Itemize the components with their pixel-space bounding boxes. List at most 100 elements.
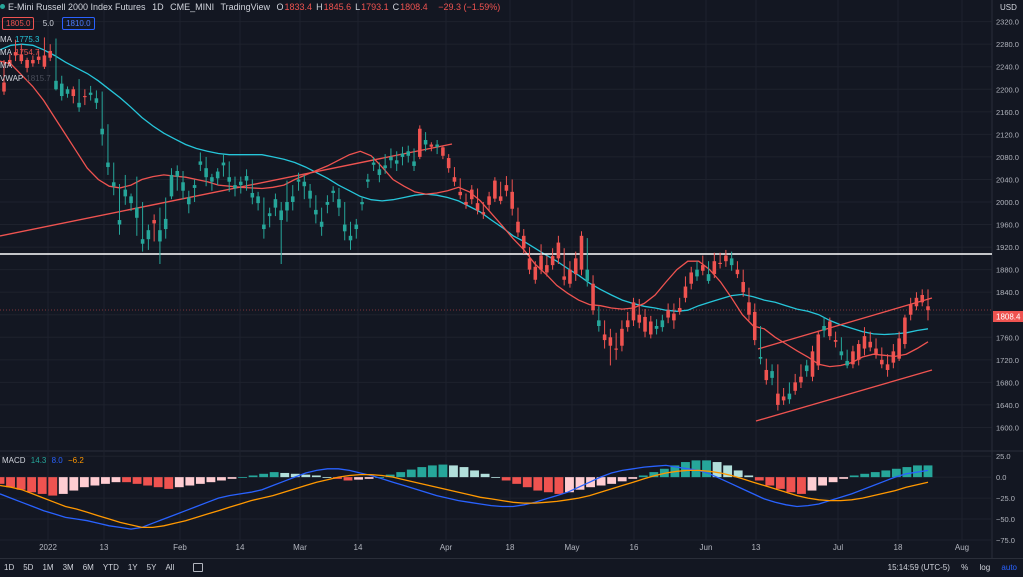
calendar-icon[interactable] xyxy=(193,563,204,573)
candle-body xyxy=(354,224,359,230)
candle-body xyxy=(446,158,451,169)
macd-histogram-bar xyxy=(164,477,174,489)
time-axis[interactable]: 2022 13 Feb 14 Mar 14 Apr 18 May 16 Jun 13 Jul 18 Aug xyxy=(39,543,969,552)
macd-line xyxy=(0,464,929,530)
macd-histogram-bar xyxy=(797,477,806,494)
indicator-legend[interactable]: MA 1754.7 xyxy=(0,48,39,57)
indicator-legend[interactable]: MA xyxy=(0,61,15,70)
timeframe-button[interactable]: 1D xyxy=(4,563,15,572)
macd-histogram-bar xyxy=(206,477,216,483)
exchange: CME_MINI xyxy=(170,2,215,12)
candle-body xyxy=(342,224,347,232)
timeframe-button[interactable]: All xyxy=(165,563,175,572)
candle-body xyxy=(614,348,618,350)
macd-axis[interactable]: 25.0 0.0 −25.0 −50.0 −75.0 xyxy=(996,452,1015,545)
candle-body xyxy=(539,255,543,270)
candle-body xyxy=(862,336,867,349)
channel-upper xyxy=(757,297,933,350)
macd-histogram-bar xyxy=(607,477,617,484)
chart-canvas[interactable]: 2320.0 2280.0 2240.0 2200.0 2160.0 2120.0 2080… xyxy=(0,0,1023,558)
bid-ask[interactable]: 1805.0 5.0 1810.0 xyxy=(2,17,98,30)
candle-body xyxy=(568,269,572,284)
macd-tick-label: −50.0 xyxy=(996,515,1015,524)
candle-body xyxy=(117,220,122,225)
macd-histogram-bar xyxy=(27,477,37,493)
last-price-badge xyxy=(993,311,1023,322)
macd-histogram-bar xyxy=(733,470,743,478)
price-tick-label: 1720.0 xyxy=(996,356,1019,365)
macd-histogram-bar xyxy=(406,469,416,478)
candle-body xyxy=(597,320,601,326)
candle-body xyxy=(366,179,370,182)
timeframe-button[interactable]: 5Y xyxy=(146,563,157,572)
price-tick-label: 1640.0 xyxy=(996,401,1019,410)
time-tick-label: Aug xyxy=(955,543,969,552)
macd-panel xyxy=(0,455,992,541)
candle-body xyxy=(695,269,699,277)
price-tick-label: 2040.0 xyxy=(996,175,1019,184)
candle-body xyxy=(851,351,855,365)
ohlc-key: H xyxy=(316,2,323,12)
timeframe-button[interactable]: 5D xyxy=(23,563,34,572)
candle-body xyxy=(498,196,503,201)
price-change: −29.3 (−1.59%) xyxy=(438,2,501,12)
indicator-name: MA xyxy=(0,48,12,57)
candle-body xyxy=(383,165,387,169)
ask-badge[interactable]: 1810.0 xyxy=(62,17,95,30)
timeframe-button[interactable]: 3M xyxy=(62,563,74,572)
candle-body xyxy=(31,59,35,64)
timeframe-button[interactable]: 6M xyxy=(82,563,94,572)
candle-body xyxy=(77,102,81,108)
candle-body xyxy=(227,177,232,182)
interval[interactable]: 1D xyxy=(152,2,164,12)
indicator-legend[interactable]: VWAP 1815.7 xyxy=(0,74,51,83)
source: TradingView xyxy=(220,2,270,12)
timeframe-button[interactable]: YTD xyxy=(102,563,119,572)
candle-body xyxy=(758,357,763,359)
indicator-legend[interactable]: MA 1775.3 xyxy=(0,35,39,44)
macd-histogram-bar xyxy=(818,477,827,486)
macd-histogram-bar xyxy=(37,477,47,494)
candle-body xyxy=(585,269,590,281)
macd-hist-value: 14.3 xyxy=(30,456,47,465)
macd-legend[interactable]: MACD 14.3 8.0 −6.2 xyxy=(2,456,87,465)
auto-toggle[interactable]: auto xyxy=(1001,563,1017,572)
macd-signal-line xyxy=(0,469,929,529)
time-tick-label: 2022 xyxy=(39,543,57,552)
candle-body xyxy=(163,218,168,230)
macd-histogram-bar xyxy=(311,475,321,478)
timeframe-button[interactable]: 1Y xyxy=(127,563,138,572)
candle-body xyxy=(158,230,162,242)
candle-body xyxy=(412,161,416,166)
bid-badge[interactable]: 1805.0 xyxy=(2,17,35,30)
candle-body xyxy=(215,171,220,179)
log-toggle[interactable]: log xyxy=(979,563,991,572)
candle-body xyxy=(527,258,532,270)
macd-histogram-bar xyxy=(79,477,89,488)
macd-histogram-bar xyxy=(786,477,796,493)
candle-body xyxy=(360,202,364,205)
candle-body xyxy=(111,182,116,187)
clock: 15:14:59 (UTC-5) xyxy=(887,563,950,572)
candle-body xyxy=(764,369,769,381)
percent-toggle[interactable]: % xyxy=(961,563,969,572)
macd-histogram-bar xyxy=(870,472,880,478)
macd-histogram-bar xyxy=(427,465,437,478)
timeframe-button[interactable]: 1M xyxy=(42,563,54,572)
candle-body xyxy=(741,282,745,293)
candle-body xyxy=(620,328,624,346)
timeframe-buttons[interactable]: 1D 5D 1M 3M 6M YTD 1Y 5Y All xyxy=(4,563,212,573)
channel-lower xyxy=(755,369,933,422)
ohlc-value: 1793.1 xyxy=(361,2,389,12)
macd-histogram-bar xyxy=(512,477,522,484)
candles xyxy=(2,37,930,411)
macd-line-value: 8.0 xyxy=(51,456,63,465)
price-tick-label: 1760.0 xyxy=(996,333,1019,342)
symbol-header[interactable]: E-Mini Russell 2000 Index Futures 1D CME… xyxy=(0,2,504,16)
macd-histogram-bar xyxy=(185,477,195,486)
price-axis[interactable]: 2320.0 2280.0 2240.0 2200.0 2160.0 2120.0 2080… xyxy=(996,18,1019,433)
candle-body xyxy=(458,191,463,196)
price-tick-label: 1920.0 xyxy=(996,243,1019,252)
price-tick-label: 2160.0 xyxy=(996,108,1019,117)
candle-body xyxy=(2,82,6,92)
